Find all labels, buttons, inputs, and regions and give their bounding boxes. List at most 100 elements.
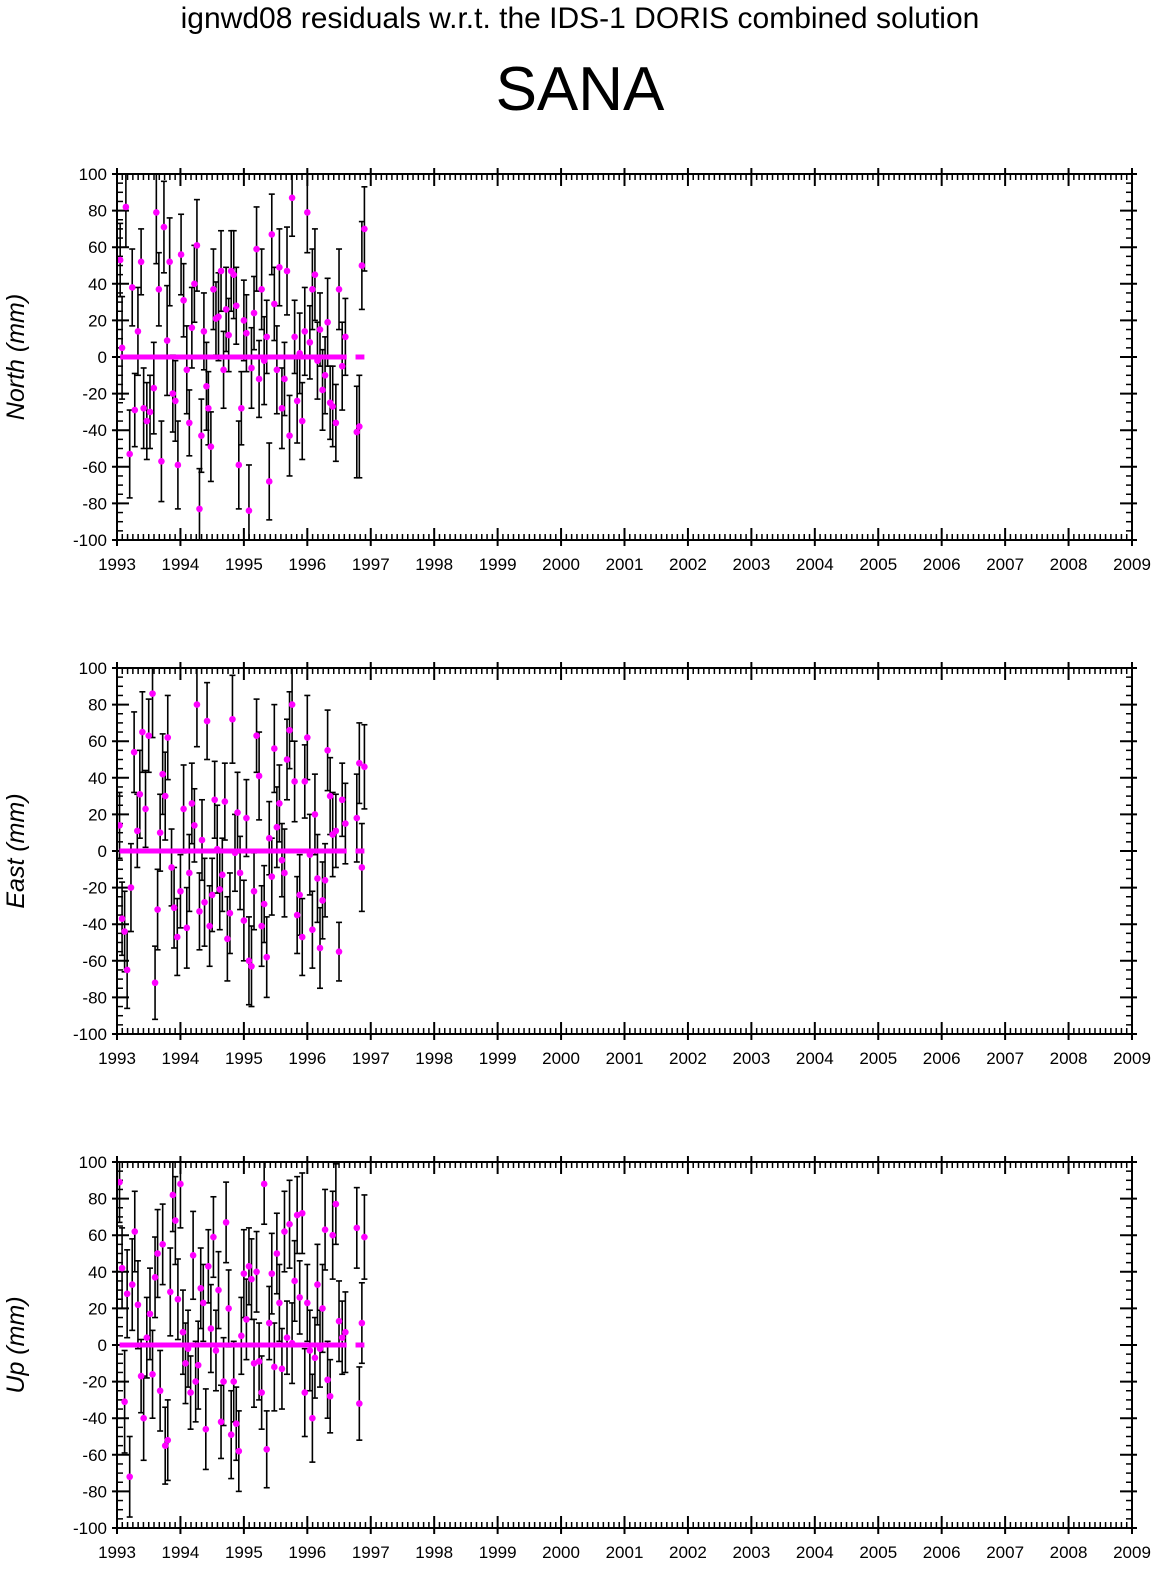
data-point	[222, 306, 230, 313]
x-tick-label: 2009	[1113, 1049, 1151, 1068]
y-axis-label: East (mm)	[2, 793, 30, 908]
data-point	[291, 778, 298, 785]
data-point	[131, 406, 139, 414]
data-point	[191, 280, 198, 288]
data-point	[215, 1286, 222, 1294]
y-tick-label: 0	[98, 842, 107, 861]
data-point	[356, 423, 363, 430]
data-point	[177, 887, 184, 895]
data-point	[243, 329, 250, 337]
data-point	[126, 1473, 133, 1481]
data-point	[273, 366, 281, 374]
x-tick-label: 2003	[732, 1543, 770, 1562]
data-point	[188, 324, 196, 332]
data-point	[197, 1284, 205, 1292]
y-tick-label: -100	[73, 1025, 107, 1044]
data-point	[174, 1295, 182, 1303]
y-tick-label: 20	[88, 1299, 107, 1318]
data-point	[268, 231, 276, 238]
data-point	[240, 917, 248, 924]
data-point	[236, 869, 244, 877]
data-point	[164, 1436, 172, 1444]
y-tick-label: -20	[82, 1373, 107, 1392]
data-point	[128, 1281, 136, 1288]
y-tick-label: 100	[79, 1153, 107, 1172]
data-point	[265, 834, 273, 842]
x-tick-label: 1997	[352, 1543, 390, 1562]
data-point	[281, 375, 288, 383]
data-point	[278, 1365, 286, 1373]
data-point	[161, 792, 169, 800]
x-tick-label: 1993	[98, 1543, 136, 1562]
data-point	[253, 1268, 260, 1276]
data-point	[304, 209, 311, 216]
data-point	[173, 933, 181, 941]
data-point	[353, 1224, 361, 1232]
data-point	[151, 979, 159, 987]
data-point	[220, 366, 227, 374]
x-tick-label: 1995	[225, 555, 263, 574]
data-point	[245, 507, 253, 515]
data-point	[293, 911, 301, 919]
y-tick-label: 40	[88, 1263, 107, 1282]
data-point	[188, 800, 196, 807]
data-point	[260, 900, 268, 908]
data-point	[356, 759, 363, 767]
data-point	[136, 790, 144, 798]
y-tick-label: -40	[82, 421, 107, 440]
data-point	[207, 443, 215, 450]
data-point	[196, 505, 203, 513]
data-point	[220, 1378, 227, 1385]
x-tick-label: 2000	[542, 1543, 580, 1562]
data-point	[291, 1277, 298, 1285]
data-point	[250, 1360, 258, 1367]
x-tick-label: 2001	[606, 555, 644, 574]
data-point	[203, 717, 211, 725]
plot-frame	[116, 173, 1133, 541]
data-point	[146, 408, 154, 416]
data-point	[245, 957, 253, 965]
x-tick-label: 1994	[162, 1049, 200, 1068]
data-point	[159, 770, 166, 778]
y-axis-label: Up (mm)	[2, 1296, 30, 1393]
data-point	[324, 747, 331, 754]
data-point	[207, 1325, 215, 1332]
data-point	[186, 419, 193, 427]
data-point	[139, 728, 146, 736]
data-point	[263, 1446, 271, 1453]
x-tick-label: 2002	[669, 1049, 707, 1068]
data-series	[117, 1162, 368, 1518]
x-tick-label: 1996	[288, 1049, 326, 1068]
x-tick-label: 1994	[162, 1543, 200, 1562]
data-point	[143, 1334, 151, 1341]
data-point	[281, 1228, 288, 1235]
data-point	[192, 1378, 199, 1385]
y-tick-label: -40	[82, 915, 107, 934]
data-point	[243, 814, 250, 822]
data-point	[156, 1387, 164, 1395]
data-point	[126, 450, 133, 458]
data-point	[121, 928, 128, 935]
data-point	[238, 1332, 245, 1340]
x-tick-label: 2001	[606, 1543, 644, 1562]
data-point	[306, 1347, 314, 1354]
data-point	[286, 1220, 293, 1228]
chart-title: ignwd08 residuals w.r.t. the IDS-1 DORIS…	[180, 2, 980, 35]
data-point	[234, 809, 241, 816]
data-point	[326, 1392, 334, 1400]
data-point	[208, 891, 216, 899]
y-tick-label: 20	[88, 311, 107, 330]
x-tick-label: 1999	[479, 1049, 517, 1068]
data-point	[309, 926, 316, 933]
data-point	[187, 1389, 194, 1396]
data-point	[276, 1299, 283, 1307]
data-point	[311, 1354, 319, 1362]
y-tick-label: -100	[73, 1519, 107, 1538]
data-point	[321, 876, 329, 884]
data-point	[321, 1226, 329, 1234]
data-point	[321, 372, 329, 379]
data-point	[232, 302, 240, 310]
y-tick-label: 100	[79, 165, 107, 184]
data-point	[150, 384, 158, 392]
x-tick-label: 2009	[1113, 555, 1151, 574]
